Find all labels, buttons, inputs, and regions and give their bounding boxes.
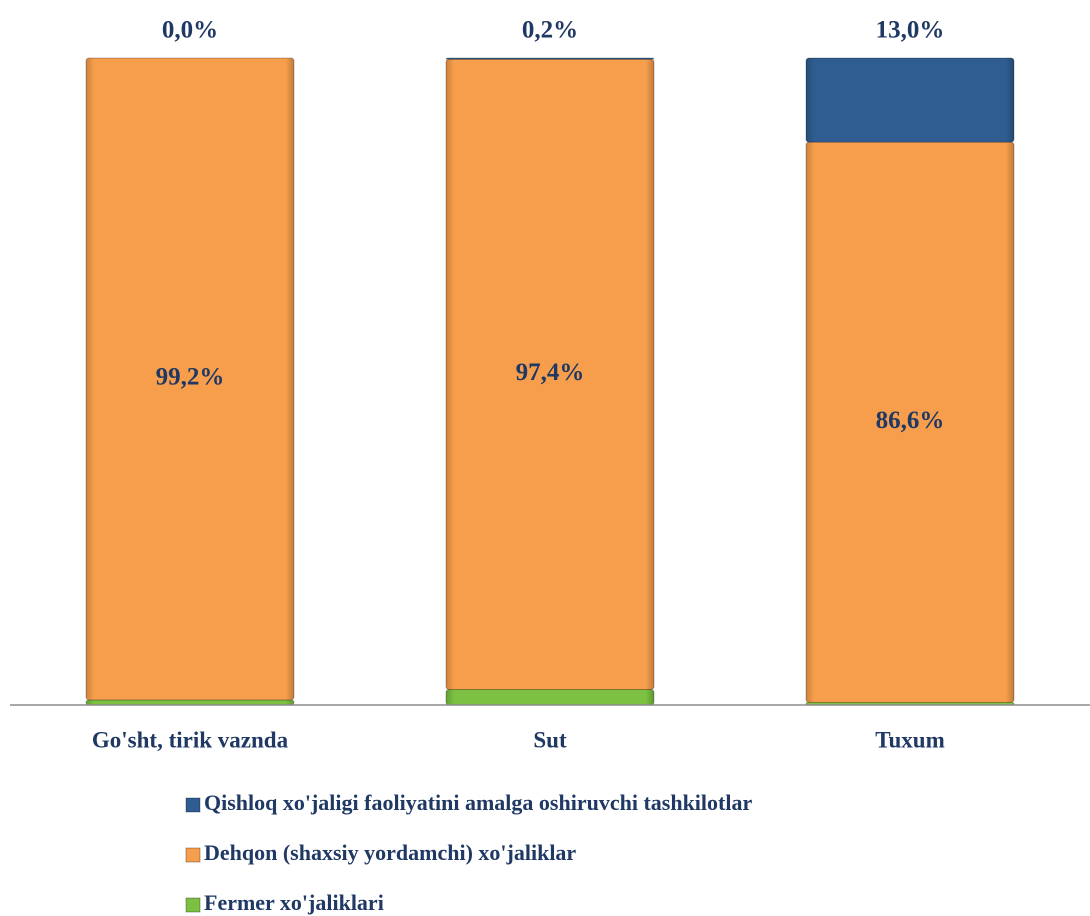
legend-swatch bbox=[185, 897, 201, 913]
bar-segment bbox=[445, 57, 655, 60]
bar-bevel bbox=[86, 699, 294, 705]
legend-swatch bbox=[185, 797, 201, 813]
x-tick-label: Go'sht, tirik vaznda bbox=[92, 727, 289, 752]
legend-label: Dehqon (shaxsiy yordamchi) xo'jaliklar bbox=[204, 840, 576, 865]
data-label: 99,2% bbox=[156, 364, 225, 391]
data-label: 97,4% bbox=[516, 359, 585, 386]
legend-swatch bbox=[185, 847, 201, 863]
bar-bevel bbox=[806, 142, 1014, 703]
data-label: 13,0% bbox=[876, 17, 945, 44]
bar-bevel bbox=[446, 689, 654, 705]
x-tick-label: Sut bbox=[533, 727, 567, 752]
bar-bevel bbox=[806, 58, 1014, 143]
legend-label: Fermer xo'jaliklari bbox=[204, 890, 384, 915]
data-label: 86,6% bbox=[876, 407, 945, 434]
bar-bevel bbox=[446, 59, 654, 690]
legend-label: Qishloq xo'jaligi faoliyatini amalga osh… bbox=[204, 790, 752, 815]
x-tick-label: Tuxum bbox=[875, 727, 944, 752]
data-label: 0,0% bbox=[162, 17, 218, 44]
bar-bevel bbox=[86, 58, 294, 700]
data-label: 0,2% bbox=[522, 17, 578, 44]
